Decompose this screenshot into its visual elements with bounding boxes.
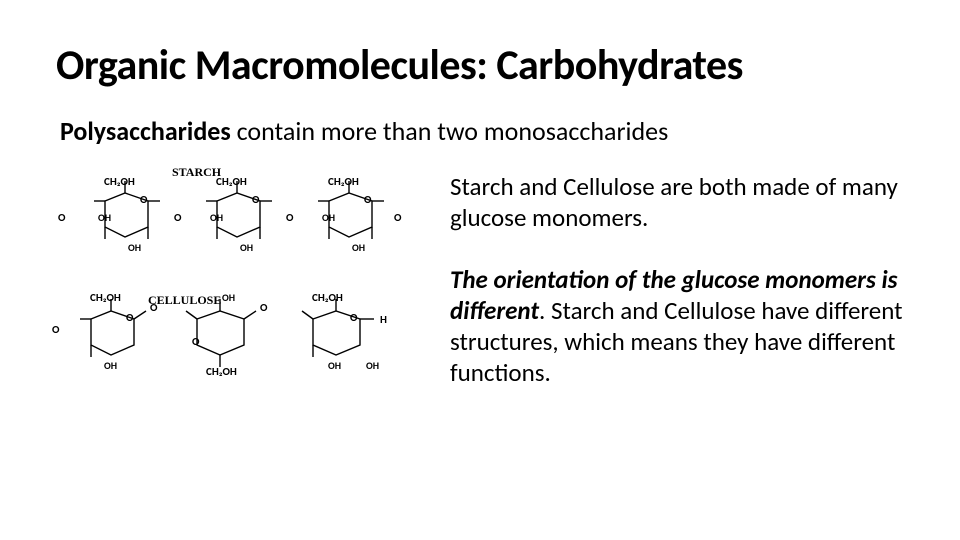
- oh-label: OH: [104, 359, 117, 372]
- oh-label: OH: [98, 211, 111, 224]
- slide-subtitle: Polysaccharides contain more than two mo…: [60, 115, 910, 147]
- oh-label: OH: [240, 241, 253, 254]
- paragraph-2: The orientation of the glucose monomers …: [450, 264, 910, 389]
- oh-label: OH: [352, 241, 365, 254]
- ch2oh-label: CH₂OH: [90, 291, 121, 304]
- starch-row: STARCH CH₂OH O OH OH O: [50, 167, 430, 277]
- link-o: O: [52, 323, 59, 336]
- starch-label: STARCH: [172, 165, 221, 180]
- ring-o: O: [126, 311, 133, 324]
- link-o: O: [150, 301, 157, 314]
- glucose-ring-icon: [76, 307, 156, 367]
- text-column: Starch and Cellulose are both made of ma…: [450, 167, 910, 419]
- cellulose-row: CELLULOSE CH₂OH O OH O O OH: [50, 287, 430, 397]
- subtitle-bold: Polysaccharides: [60, 115, 231, 147]
- ring-o: O: [140, 193, 147, 206]
- slide-title: Organic Macromolecules: Carbohydrates: [56, 40, 910, 91]
- diagram-column: STARCH CH₂OH O OH OH O: [50, 167, 430, 397]
- link-o: O: [174, 211, 181, 224]
- slide: Organic Macromolecules: Carbohydrates Po…: [0, 0, 960, 540]
- link-h: H: [380, 313, 387, 326]
- link-o: O: [260, 301, 267, 314]
- glucose-ring-icon: [298, 307, 388, 367]
- ring-o: O: [192, 335, 199, 348]
- ch2oh-label: CH₂OH: [104, 175, 135, 188]
- ring-o: O: [350, 311, 357, 324]
- cellulose-label: CELLULOSE: [148, 293, 221, 308]
- paragraph-1: Starch and Cellulose are both made of ma…: [450, 171, 910, 234]
- content-row: STARCH CH₂OH O OH OH O: [50, 167, 910, 419]
- link-o: O: [394, 211, 401, 224]
- chemical-diagram: STARCH CH₂OH O OH OH O: [50, 167, 430, 397]
- oh-label: OH: [222, 291, 235, 304]
- ch2oh-label: CH₂OH: [206, 365, 237, 378]
- ch2oh-label: CH₂OH: [312, 291, 343, 304]
- link-o: O: [286, 211, 293, 224]
- oh-label: OH: [128, 241, 141, 254]
- oh-label: OH: [322, 211, 335, 224]
- ch2oh-label: CH₂OH: [328, 175, 359, 188]
- ch2oh-label: CH₂OH: [216, 175, 247, 188]
- ring-o: O: [364, 193, 371, 206]
- link-o: O: [58, 211, 65, 224]
- subtitle-rest: contain more than two monosaccharides: [231, 115, 669, 147]
- oh-label: OH: [328, 359, 341, 372]
- ring-o: O: [252, 193, 259, 206]
- oh-label: OH: [366, 359, 379, 372]
- oh-label: OH: [210, 211, 223, 224]
